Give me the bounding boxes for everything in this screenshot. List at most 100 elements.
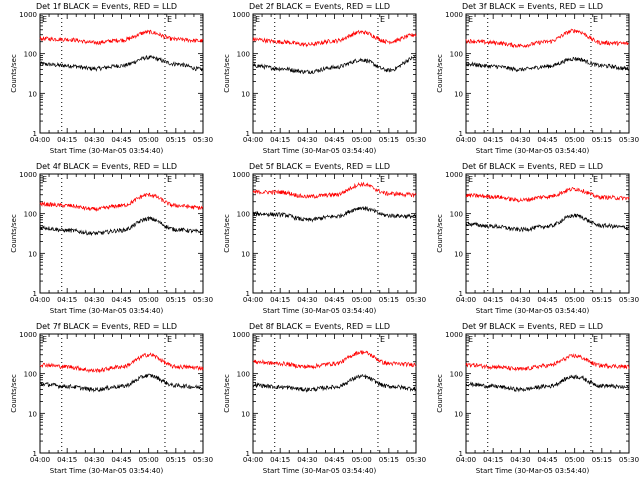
y-tick-label: 100 (450, 51, 463, 59)
x-tick-label: 05:00 (352, 456, 372, 464)
x-tick-label: 04:45 (324, 296, 344, 304)
x-tick-label: 05:00 (565, 456, 585, 464)
x-tick-label: 04:45 (537, 456, 557, 464)
x-tick-label: 05:30 (193, 296, 213, 304)
panel-title: Det 6f BLACK = Events, RED = LLD (461, 162, 604, 171)
plot-frame (465, 13, 630, 134)
y-tick-label: 100 (237, 211, 250, 219)
x-tick-label: 04:30 (84, 136, 104, 144)
x-tick-label: 05:15 (166, 456, 186, 464)
y-tick-label: 1 (246, 130, 250, 138)
events-series-line (39, 54, 204, 72)
detector-panel: Det 2f BLACK = Events, RED = LLD 1 10 100 10… (213, 0, 426, 160)
x-tick-label: 04:00 (456, 296, 476, 304)
x-axis-label: Start Time (30-Mar-05 03:54:40) (475, 467, 590, 475)
plot-frame (465, 173, 630, 294)
panel-plot: 1 10 100 1000 04:00 04:15 04:30 04:45 05:00 05:15… (223, 331, 426, 464)
x-tick-label: 04:45 (111, 296, 131, 304)
x-tick-label: 05:15 (592, 456, 612, 464)
x-tick-label: 05:15 (379, 456, 399, 464)
y-axis-label: Counts/sec (223, 54, 231, 93)
detector-panel: Det 7f BLACK = Events, RED = LLD 1 10 100 10… (0, 320, 213, 480)
event-marker-letter: E (255, 335, 260, 344)
x-tick-label: 04:30 (510, 456, 530, 464)
panel-title: Det 4f BLACK = Events, RED = LLD (35, 162, 178, 171)
event-marker-letter: E (593, 335, 598, 344)
y-tick-label: 1000 (19, 11, 37, 19)
panel-title: Det 2f BLACK = Events, RED = LLD (248, 2, 391, 11)
x-axis-label: Start Time (30-Mar-05 03:54:40) (262, 147, 377, 155)
lld-series-line (39, 352, 204, 374)
y-axis-label: Counts/sec (436, 214, 444, 253)
detector-panel: Det 5f BLACK = Events, RED = LLD 1 10 100 10… (213, 160, 426, 320)
event-marker-letter: E (468, 15, 473, 24)
y-tick-label: 10 (28, 410, 37, 418)
event-marker-letter: E (42, 15, 47, 24)
panel-plot: 1 10 100 1000 04:00 04:15 04:30 04:45 05:00 05:15… (436, 11, 639, 144)
x-tick-label: 04:15 (270, 296, 290, 304)
panel-title: Det 5f BLACK = Events, RED = LLD (248, 162, 391, 171)
panel-plot: 1 10 100 1000 04:00 04:15 04:30 04:45 05:00 05:15… (436, 171, 639, 304)
y-tick-label: 10 (454, 410, 463, 418)
detector-panel: Det 3f BLACK = Events, RED = LLD 1 10 100 10… (426, 0, 639, 160)
y-tick-label: 100 (237, 371, 250, 379)
y-tick-label: 10 (241, 410, 250, 418)
lld-series-line (465, 186, 630, 203)
x-tick-label: 04:00 (243, 296, 263, 304)
x-tick-label: 05:00 (565, 136, 585, 144)
x-tick-label: 04:45 (111, 136, 131, 144)
y-tick-label: 1000 (232, 171, 250, 179)
panel-title: Det 9f BLACK = Events, RED = LLD (461, 322, 604, 331)
panel-plot: 1 10 100 1000 04:00 04:15 04:30 04:45 05:00 05:15… (10, 171, 213, 304)
x-tick-label: 05:30 (406, 136, 426, 144)
x-tick-label: 04:45 (324, 456, 344, 464)
event-marker-letter: E (167, 175, 172, 184)
x-tick-label: 05:15 (166, 136, 186, 144)
x-tick-label: 04:15 (57, 136, 77, 144)
event-marker-letter: E (255, 15, 260, 24)
x-tick-label: 04:30 (510, 296, 530, 304)
y-tick-label: 100 (24, 211, 37, 219)
x-tick-label: 04:45 (537, 136, 557, 144)
y-tick-label: 1 (33, 450, 37, 458)
plot-frame (252, 333, 417, 454)
x-tick-label: 04:15 (270, 456, 290, 464)
y-tick-label: 10 (241, 90, 250, 98)
x-tick-label: 05:15 (166, 296, 186, 304)
y-tick-label: 1 (246, 290, 250, 298)
x-axis-label: Start Time (30-Mar-05 03:54:40) (49, 307, 164, 315)
y-axis-label: Counts/sec (10, 54, 18, 93)
lld-series-line (465, 353, 630, 372)
y-tick-label: 1 (33, 290, 37, 298)
events-series-line (465, 213, 630, 233)
event-marker-letter: E (593, 15, 598, 24)
panel-plot: 1 10 100 1000 04:00 04:15 04:30 04:45 05:00 05:15… (223, 11, 426, 144)
panel-title: Det 7f BLACK = Events, RED = LLD (35, 322, 178, 331)
detector-panel: Det 1f BLACK = Events, RED = LLD 1 10 100 10… (0, 0, 213, 160)
lld-series-line (252, 29, 417, 48)
x-tick-label: 04:00 (456, 136, 476, 144)
events-series-line (39, 216, 204, 236)
events-series-line (252, 373, 417, 393)
y-axis-label: Counts/sec (223, 214, 231, 253)
x-tick-label: 04:30 (84, 456, 104, 464)
x-tick-label: 05:30 (619, 136, 639, 144)
x-tick-label: 04:45 (324, 136, 344, 144)
x-tick-label: 05:15 (592, 296, 612, 304)
detector-panel: Det 9f BLACK = Events, RED = LLD 1 10 100 10… (426, 320, 639, 480)
x-tick-label: 04:15 (483, 136, 503, 144)
x-axis-label: Start Time (30-Mar-05 03:54:40) (475, 147, 590, 155)
y-axis-label: Counts/sec (10, 214, 18, 253)
y-tick-label: 100 (450, 211, 463, 219)
events-series-line (252, 206, 417, 223)
y-axis-label: Counts/sec (223, 374, 231, 413)
event-marker-letter: E (380, 335, 385, 344)
plot-frame (465, 333, 630, 454)
x-tick-label: 04:30 (297, 296, 317, 304)
x-tick-label: 04:30 (510, 136, 530, 144)
x-tick-label: 05:00 (139, 296, 159, 304)
y-axis-label: Counts/sec (10, 374, 18, 413)
x-axis-label: Start Time (30-Mar-05 03:54:40) (262, 307, 377, 315)
x-tick-label: 04:00 (30, 296, 50, 304)
x-axis-label: Start Time (30-Mar-05 03:54:40) (475, 307, 590, 315)
